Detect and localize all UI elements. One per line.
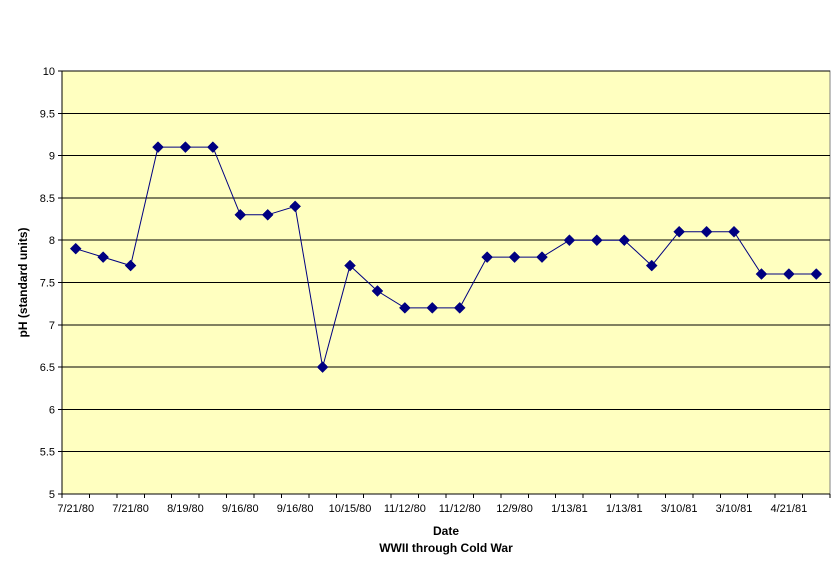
x-tick-label: 9/16/80 [222,503,259,515]
data-point [755,268,768,280]
x-tick-label: 9/16/80 [277,503,314,515]
y-tick-label: 10 [43,66,55,78]
y-tick-label: 6.5 [40,362,55,374]
y-tick-label: 5.5 [40,447,55,459]
data-point [152,141,164,153]
data-point [371,285,384,297]
x-tick-label: 10/15/80 [329,503,372,515]
data-point [673,225,685,238]
x-axis-tick-labels: 7/21/80 7/21/80 8/19/80 9/16/80 9/16/80 10/15… [57,503,807,515]
data-point [179,141,192,153]
data-point [207,141,219,153]
x-tick-label: 3/10/81 [661,503,698,515]
x-tick-label: 8/19/80 [167,503,204,515]
y-tick-label: 6 [49,404,55,416]
data-point [783,268,795,280]
data-point [728,225,740,238]
y-tick-label: 7 [49,320,55,332]
y-tick-label: 9 [49,151,55,163]
x-tick-label: 7/21/80 [112,503,149,515]
data-point [261,208,274,221]
y-tick-label: 5 [49,489,55,501]
y-axis-tick-labels: 5 5.5 6 6.5 7 7.5 8 8.5 9 9.5 10 [40,66,55,501]
y-tick-label: 9.5 [40,108,55,120]
x-axis-subtitle: WWII through Cold War [379,541,513,555]
data-point [234,208,247,221]
x-tick-label: 4/21/81 [771,503,808,515]
gridlines [58,70,830,495]
data-point [399,302,411,314]
data-point [124,259,137,272]
x-tick-label: 12/9/80 [496,503,533,515]
data-point [810,268,823,280]
x-tick-label: 11/12/80 [384,503,426,515]
data-point [344,259,356,272]
y-tick-label: 8 [49,235,55,247]
data-point [316,361,329,373]
x-tick-label: 1/13/81 [551,503,588,515]
y-tick-label: 7.5 [40,278,55,290]
data-point [69,242,82,255]
data-point [426,302,439,314]
y-tick-label: 8.5 [40,193,55,205]
data-point [508,251,521,263]
data-point [481,251,493,263]
data-point [591,234,603,247]
data-markers [69,141,823,373]
data-point [645,259,658,272]
data-point [453,302,466,314]
data-point [618,234,631,247]
axes [61,71,831,498]
data-point [289,200,301,213]
x-tick-label: 11/12/80 [439,503,481,515]
series-line [75,146,817,368]
x-tick-label: 7/21/80 [57,503,94,515]
x-axis-title: Date [433,524,459,538]
data-point [700,225,713,238]
data-point [97,251,109,263]
data-point [563,234,576,247]
y-axis-title: pH (standard units) [16,227,30,337]
x-tick-label: 3/10/81 [716,503,753,515]
data-point [536,251,548,263]
x-tick-label: 1/13/81 [606,503,643,515]
